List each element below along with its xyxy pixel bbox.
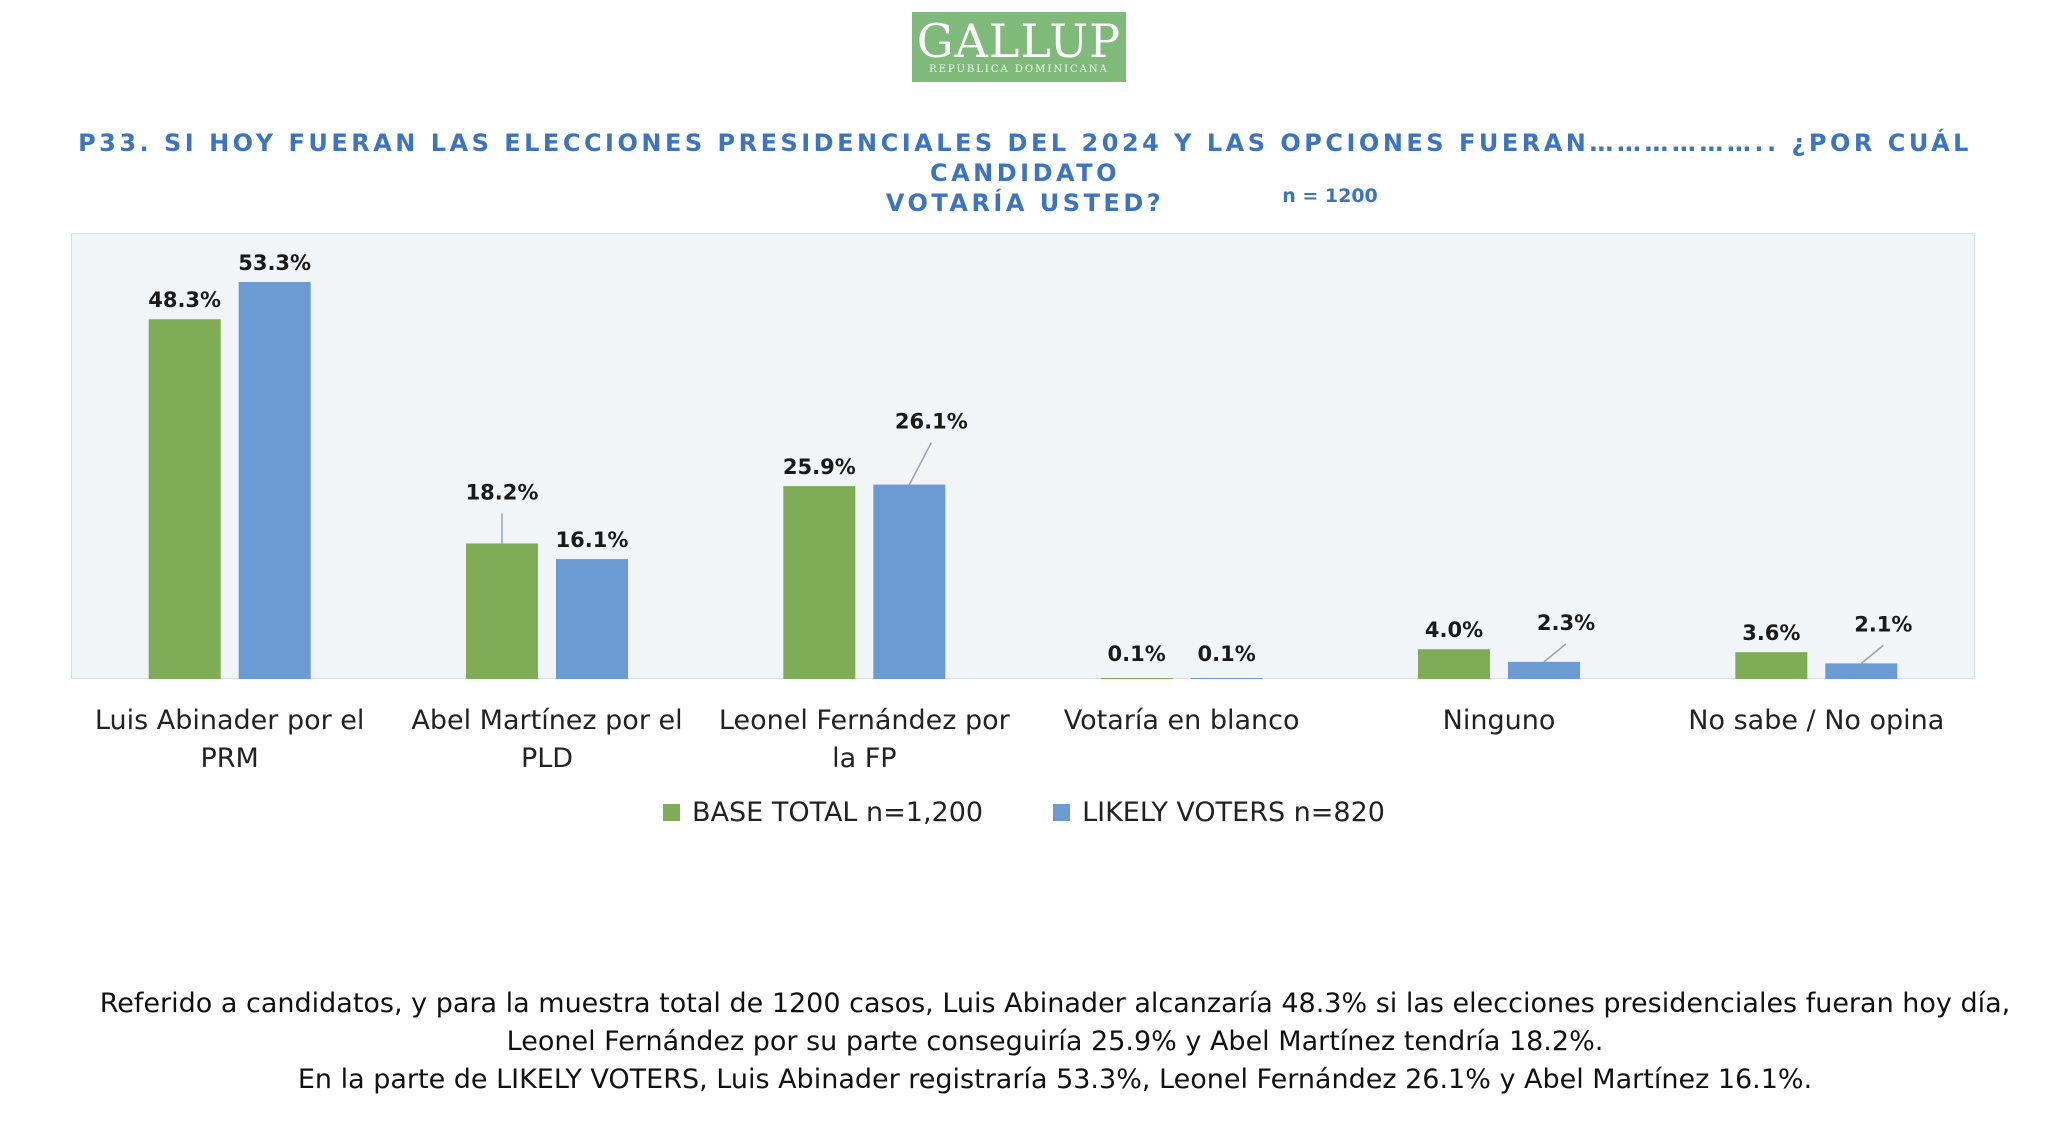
- data-label-base-total-2: 25.9%: [783, 455, 856, 479]
- bar-base-total-5: [1735, 652, 1808, 679]
- bar-likely-voters-3: [1190, 678, 1263, 679]
- bar-base-total-1: [466, 543, 538, 679]
- category-label-line: Ninguno: [1442, 705, 1556, 736]
- chart-legend: BASE TOTAL n=1,200 LIKELY VOTERS n=820: [0, 797, 2048, 828]
- sample-size-note: n = 1200: [1282, 185, 1378, 207]
- legend-swatch-green: [663, 804, 681, 821]
- category-label-line: PRM: [200, 743, 259, 774]
- leader-line-1-5: [1860, 644, 1884, 664]
- summary-text: Referido a candidatos, y para la muestra…: [60, 985, 2048, 1099]
- legend-swatch-blue: [1053, 804, 1071, 821]
- category-label-line: PLD: [520, 743, 574, 774]
- data-label-likely-voters-2: 26.1%: [895, 410, 968, 434]
- summary-line-2: Leonel Fernández por su parte conseguirí…: [506, 1026, 1604, 1057]
- bar-likely-voters-1: [556, 559, 628, 679]
- legend-item-likely-voters: LIKELY VOTERS n=820: [1053, 797, 1385, 828]
- data-label-likely-voters-5: 2.1%: [1854, 612, 1912, 636]
- category-label-4: Ninguno: [1349, 702, 1649, 740]
- bar-base-total-2: [783, 486, 856, 679]
- chart-title: P33. SI HOY FUERAN LAS ELECCIONES PRESID…: [60, 128, 1990, 218]
- category-label-line: No sabe / No opina: [1688, 705, 1945, 736]
- legend-label-base-total: BASE TOTAL n=1,200: [692, 797, 984, 828]
- category-label-0: Luis Abinader por el PRM: [80, 702, 380, 778]
- legend-label-likely-voters: LIKELY VOTERS n=820: [1082, 797, 1385, 828]
- gallup-logo: GALLUP REPÚBLICA DOMINICANA: [912, 12, 1126, 82]
- data-label-likely-voters-4: 2.3%: [1537, 611, 1595, 635]
- bar-base-total-4: [1418, 649, 1490, 679]
- bar-base-total-0: [148, 319, 221, 679]
- summary-line-3: En la parte de LIKELY VOTERS, Luis Abina…: [297, 1064, 1813, 1095]
- plot-area: [71, 233, 1975, 679]
- bar-likely-voters-5: [1825, 663, 1898, 679]
- chart-title-line-2: VOTARÍA USTED?: [885, 189, 1165, 217]
- category-label-2: Leonel Fernández por la FP: [714, 702, 1014, 778]
- legend-item-base-total: BASE TOTAL n=1,200: [663, 797, 983, 828]
- bar-base-total-3: [1100, 678, 1173, 679]
- category-label-line: Luis Abinader por el: [94, 705, 365, 736]
- logo-subtitle: REPÚBLICA DOMINICANA: [929, 64, 1109, 75]
- data-label-likely-voters-0: 53.3%: [238, 251, 311, 275]
- bar-likely-voters-2: [873, 484, 946, 679]
- bar-likely-voters-4: [1508, 661, 1580, 679]
- bar-likely-voters-0: [238, 282, 311, 679]
- data-label-likely-voters-3: 0.1%: [1198, 642, 1256, 666]
- data-label-base-total-3: 0.1%: [1108, 642, 1166, 666]
- logo-wordmark: GALLUP: [916, 14, 1122, 68]
- category-label-line: Abel Martínez por el: [411, 705, 683, 736]
- summary-line-1: Referido a candidatos, y para la muestra…: [99, 988, 2011, 1019]
- category-label-5: No sabe / No opina: [1666, 702, 1966, 740]
- data-label-base-total-5: 3.6%: [1742, 621, 1800, 645]
- bar-chart: 48.3% 53.3% 18.2% 16.1% 25.9% 26.1% 0.1% 0.1% 4.…: [148, 251, 1912, 679]
- data-label-base-total-0: 48.3%: [148, 288, 221, 312]
- category-label-1: Abel Martínez por el PLD: [397, 702, 697, 778]
- leader-line-1-4: [1543, 643, 1567, 663]
- category-label-line: la FP: [832, 743, 897, 774]
- chart-title-line-1: P33. SI HOY FUERAN LAS ELECCIONES PRESID…: [78, 129, 1972, 187]
- data-label-base-total-1: 18.2%: [466, 480, 539, 504]
- data-label-base-total-4: 4.0%: [1425, 618, 1483, 642]
- leader-line-1-2: [908, 442, 932, 485]
- category-label-line: Leonel Fernández por: [718, 705, 1010, 736]
- data-label-likely-voters-1: 16.1%: [556, 528, 629, 552]
- category-label-line: Votaría en blanco: [1063, 705, 1300, 736]
- category-label-3: Votaría en blanco: [1032, 702, 1332, 740]
